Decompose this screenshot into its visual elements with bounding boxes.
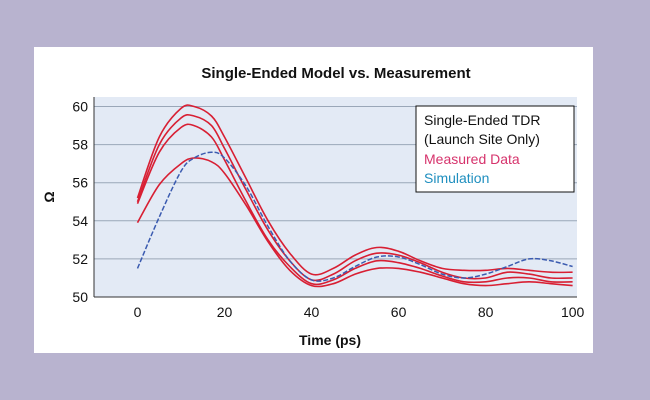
chart-card: Single-Ended Model vs. Measurement 50 52 5… [34, 47, 593, 353]
x-tick-label-40: 40 [304, 304, 320, 320]
x-tick-label-20: 20 [217, 304, 233, 320]
legend-heading-line-1: Single-Ended TDR [424, 112, 540, 128]
y-axis-label: Ω [41, 191, 57, 202]
y-tick-label-50: 50 [72, 289, 88, 305]
measured-line-4 [136, 157, 573, 288]
y-tick-label-58: 58 [72, 137, 88, 153]
y-tick-label-56: 56 [72, 175, 88, 191]
y-tick-label-60: 60 [72, 99, 88, 115]
x-tick-label-100: 100 [561, 304, 585, 320]
legend: Single-Ended TDR (Launch Site Only) Meas… [415, 105, 575, 193]
legend-heading-line-2: (Launch Site Only) [424, 131, 540, 147]
y-tick-label-54: 54 [72, 213, 88, 229]
x-tick-label-0: 0 [134, 304, 142, 320]
legend-simulation: Simulation [424, 170, 489, 186]
chart-title: Single-Ended Model vs. Measurement [201, 65, 470, 82]
series-layer [136, 104, 573, 288]
legend-box [415, 105, 575, 193]
x-tick-label-80: 80 [478, 304, 494, 320]
tdr-line-chart: Single-Ended Model vs. Measurement 50525… [41, 65, 585, 348]
y-tick-label-52: 52 [72, 251, 88, 267]
measured-line-1 [136, 104, 573, 276]
legend-measured-data: Measured Data [424, 151, 520, 167]
measured-line-3 [136, 123, 573, 286]
measured-line-2 [136, 113, 573, 282]
x-axis-label: Time (ps) [299, 332, 361, 348]
y-axis-ticks: 50 52 54 56 58 60 [72, 99, 88, 305]
x-axis-ticks: 0 20 40 60 80 100 [134, 304, 585, 320]
simulation-line [136, 151, 573, 282]
x-tick-label-60: 60 [391, 304, 407, 320]
